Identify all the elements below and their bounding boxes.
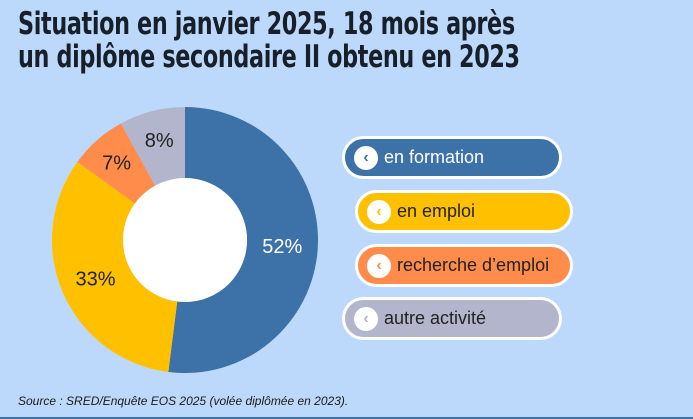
title-line-1: Situation en janvier 2025, 18 mois après bbox=[18, 6, 515, 42]
legend-label: recherche d’emploi bbox=[397, 255, 550, 275]
data-label-en-formation: 52% bbox=[262, 236, 302, 258]
chevron-left-icon: ‹ bbox=[354, 306, 378, 331]
data-label-recherche-emploi: 7% bbox=[102, 152, 131, 174]
legend-label: en formation bbox=[384, 147, 485, 167]
bottom-divider bbox=[0, 417, 693, 419]
source-note: Source : SRED/Enquête EOS 2025 (volée di… bbox=[18, 394, 349, 408]
slice-autre-activite bbox=[120, 107, 185, 186]
legend-label: autre activité bbox=[384, 308, 487, 328]
legend-item-autre-activite[interactable]: ‹ autre activité bbox=[342, 297, 562, 340]
data-label-en-emploi: 33% bbox=[76, 269, 116, 291]
chevron-left-icon: ‹ bbox=[367, 199, 391, 224]
chevron-left-icon: ‹ bbox=[367, 253, 391, 278]
slice-en-emploi bbox=[51, 161, 178, 372]
legend-item-en-emploi[interactable]: ‹ en emploi bbox=[355, 190, 573, 233]
slice-recherche-emploi bbox=[77, 123, 156, 204]
data-label-autre-activite: 8% bbox=[145, 130, 174, 152]
legend-label: en emploi bbox=[397, 201, 476, 221]
legend-item-recherche-emploi[interactable]: ‹ recherche d’emploi bbox=[355, 244, 573, 287]
title-line-2: un diplôme secondaire II obtenu en 2023 bbox=[18, 39, 520, 75]
donut-hole bbox=[123, 178, 247, 302]
legend-item-en-formation[interactable]: ‹ en formation bbox=[342, 136, 562, 179]
chevron-left-icon: ‹ bbox=[354, 145, 378, 170]
slice-en-formation bbox=[168, 107, 318, 373]
chart-title: Situation en janvier 2025, 18 mois après… bbox=[18, 8, 522, 74]
